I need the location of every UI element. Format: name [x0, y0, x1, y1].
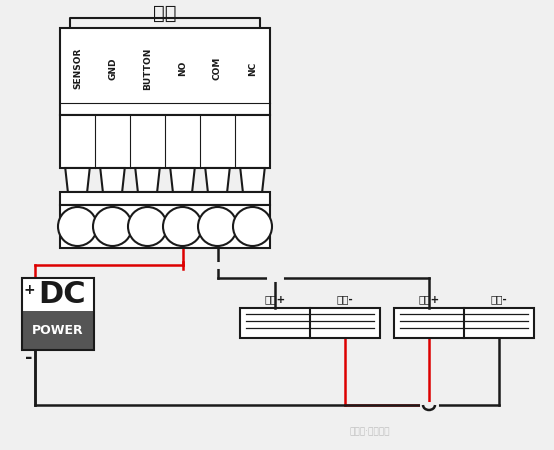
- Bar: [60, 28, 270, 115]
- Text: DC: DC: [38, 280, 86, 309]
- Polygon shape: [135, 168, 160, 192]
- Polygon shape: [65, 168, 90, 192]
- Text: 公众号·安防之窩: 公众号·安防之窩: [350, 428, 390, 436]
- Bar: [22, 278, 94, 311]
- Circle shape: [58, 207, 97, 246]
- Text: +: +: [23, 283, 35, 297]
- Circle shape: [93, 207, 132, 246]
- Text: 电源-: 电源-: [337, 294, 353, 304]
- Circle shape: [163, 207, 202, 246]
- Bar: [394, 308, 534, 338]
- Text: NC: NC: [248, 61, 257, 76]
- Polygon shape: [240, 168, 265, 192]
- Polygon shape: [205, 168, 230, 192]
- Circle shape: [233, 207, 272, 246]
- Text: NO: NO: [178, 61, 187, 76]
- Text: POWER: POWER: [32, 324, 84, 337]
- Text: SENSOR: SENSOR: [73, 48, 82, 89]
- Circle shape: [198, 207, 237, 246]
- Circle shape: [128, 207, 167, 246]
- Text: -: -: [25, 349, 33, 367]
- Text: 电源-: 电源-: [491, 294, 507, 304]
- Bar: [60, 205, 270, 248]
- Text: 门锁: 门锁: [153, 4, 177, 23]
- Text: GND: GND: [108, 57, 117, 80]
- Polygon shape: [100, 168, 125, 192]
- Polygon shape: [170, 168, 195, 192]
- Text: 电源+: 电源+: [264, 294, 286, 304]
- Bar: [60, 192, 270, 205]
- Bar: [22, 278, 94, 350]
- Bar: [22, 311, 94, 350]
- Bar: [240, 308, 380, 338]
- Text: 电源+: 电源+: [418, 294, 440, 304]
- Bar: [60, 115, 270, 168]
- Text: COM: COM: [213, 57, 222, 80]
- Text: BUTTON: BUTTON: [143, 47, 152, 90]
